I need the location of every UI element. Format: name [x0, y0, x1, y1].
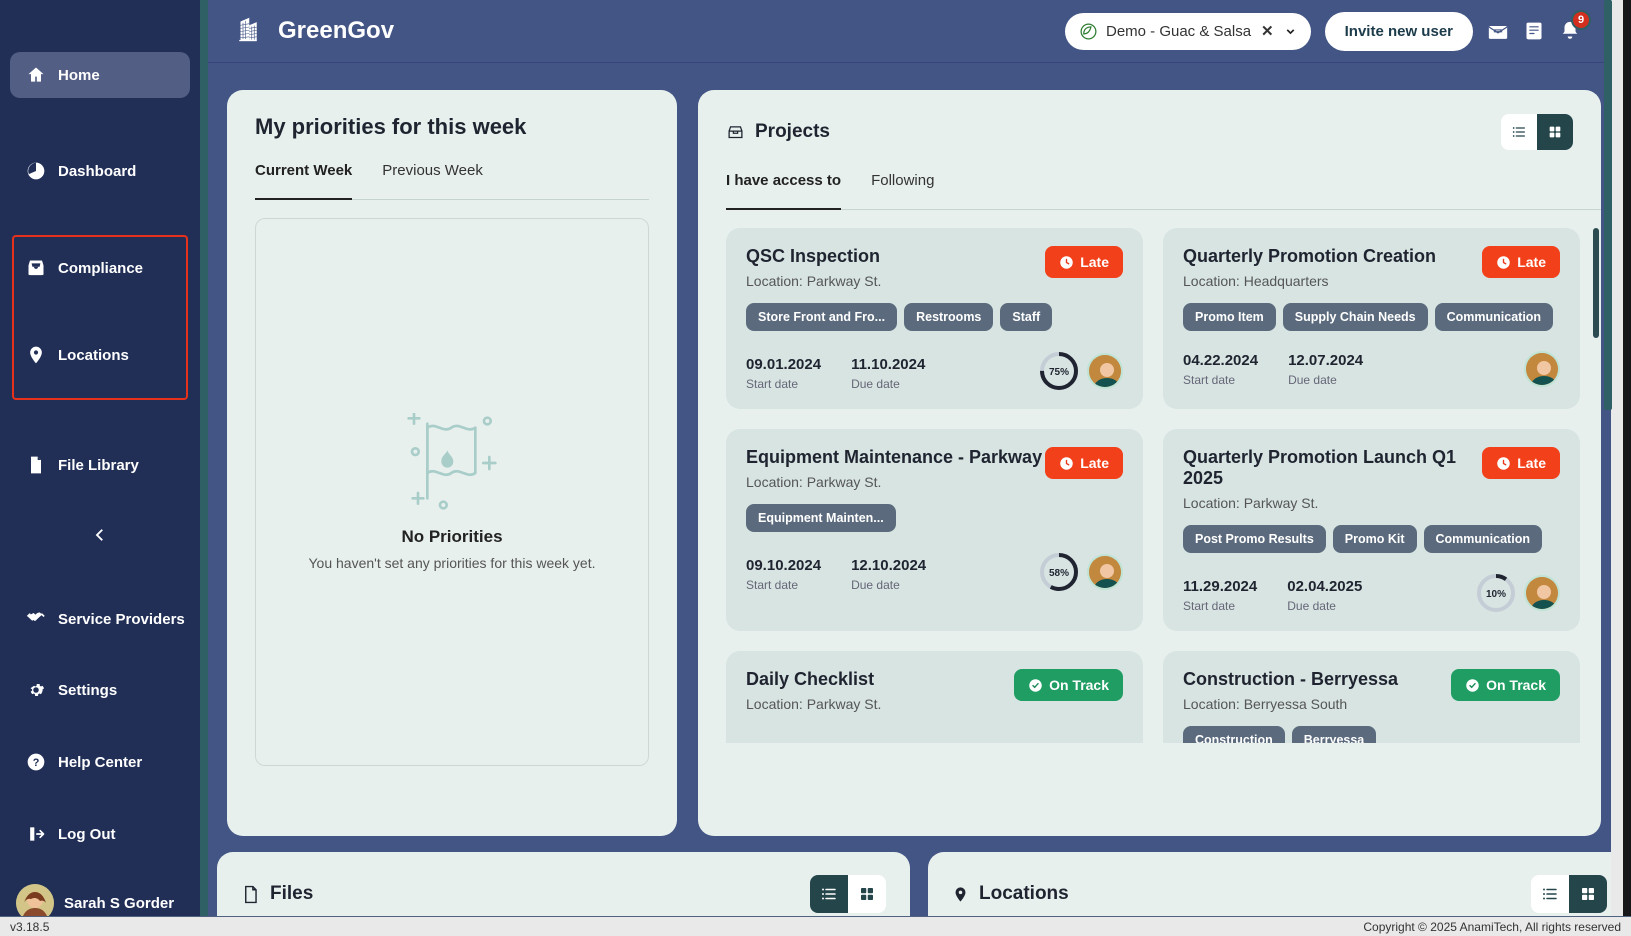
svg-text:75%: 75% — [1049, 367, 1069, 378]
svg-text:?: ? — [33, 757, 40, 769]
svg-text:58%: 58% — [1049, 568, 1069, 579]
svg-text:10%: 10% — [1486, 589, 1506, 600]
